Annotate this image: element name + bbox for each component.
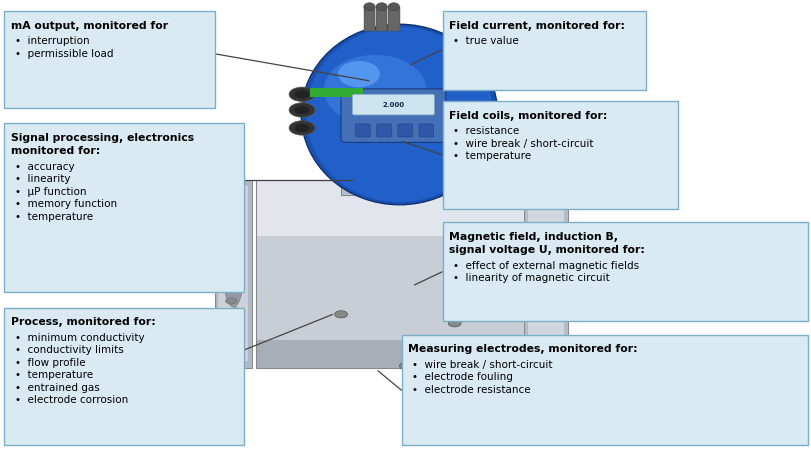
Circle shape [289, 103, 315, 117]
Circle shape [399, 362, 412, 370]
Text: •  electrode corrosion: • electrode corrosion [15, 395, 127, 405]
Text: •  wire break / short-circuit: • wire break / short-circuit [412, 360, 552, 370]
Text: Field current, monitored for:: Field current, monitored for: [448, 21, 624, 31]
Text: Magnetic field, induction B,: Magnetic field, induction B, [448, 232, 617, 242]
Ellipse shape [301, 24, 497, 205]
Circle shape [230, 233, 241, 240]
Text: Signal processing, electronics: Signal processing, electronics [11, 133, 194, 143]
Bar [401, 335, 807, 445]
Circle shape [294, 106, 309, 114]
Bar [523, 173, 568, 379]
Text: •  flow profile: • flow profile [15, 357, 85, 368]
Ellipse shape [388, 3, 399, 11]
Circle shape [540, 198, 551, 204]
Circle shape [225, 298, 237, 304]
Bar [4, 308, 243, 445]
Circle shape [542, 234, 553, 240]
Text: •  effect of external magnetic fields: • effect of external magnetic fields [453, 261, 638, 271]
Text: •  minimum conductivity: • minimum conductivity [15, 333, 144, 343]
Ellipse shape [363, 3, 375, 11]
Text: •  μP function: • μP function [15, 187, 86, 197]
Text: •  temperature: • temperature [453, 151, 530, 161]
FancyBboxPatch shape [418, 124, 433, 137]
Bar [375, 7, 387, 31]
Text: •  linearity: • linearity [15, 175, 70, 185]
Text: Process, monitored for:: Process, monitored for: [11, 317, 155, 327]
Text: •  true value: • true value [453, 36, 518, 46]
Circle shape [294, 124, 309, 132]
Text: •  accuracy: • accuracy [15, 162, 74, 172]
Text: signal voltage U, monitored for:: signal voltage U, monitored for: [448, 245, 644, 255]
Text: •  memory function: • memory function [15, 199, 117, 210]
Text: monitored for:: monitored for: [11, 146, 100, 156]
Text: mA output, monitored for: mA output, monitored for [11, 21, 168, 31]
Ellipse shape [532, 240, 559, 313]
Ellipse shape [324, 55, 426, 125]
Bar [218, 186, 248, 361]
Circle shape [228, 200, 239, 206]
Bar [442, 101, 677, 209]
Ellipse shape [306, 27, 492, 202]
Circle shape [539, 202, 550, 208]
Circle shape [334, 311, 347, 318]
Circle shape [228, 342, 239, 348]
Text: Field coils, monitored for:: Field coils, monitored for: [448, 110, 607, 120]
FancyBboxPatch shape [355, 124, 370, 137]
Circle shape [538, 244, 549, 251]
Text: •  electrode fouling: • electrode fouling [412, 372, 513, 382]
Bar [255, 340, 551, 368]
Text: •  entrained gas: • entrained gas [15, 383, 99, 392]
Circle shape [539, 344, 550, 350]
FancyBboxPatch shape [341, 89, 445, 142]
Circle shape [289, 87, 315, 101]
Circle shape [294, 90, 309, 98]
Bar [442, 222, 807, 321]
Bar [255, 180, 551, 368]
Bar [388, 7, 399, 31]
Text: •  interruption: • interruption [15, 36, 89, 46]
Text: •  permissible load: • permissible load [15, 49, 113, 59]
Text: •  temperature: • temperature [15, 212, 92, 222]
Circle shape [226, 338, 238, 344]
Circle shape [542, 313, 553, 319]
Circle shape [540, 348, 551, 354]
Circle shape [226, 204, 238, 210]
Bar [4, 11, 215, 108]
Bar [363, 7, 375, 31]
Circle shape [448, 320, 461, 327]
Text: •  temperature: • temperature [15, 370, 92, 380]
Bar [255, 180, 551, 236]
FancyBboxPatch shape [376, 124, 391, 137]
Bar [310, 88, 363, 97]
Circle shape [538, 302, 549, 308]
Bar [255, 236, 551, 340]
Text: •  electrode resistance: • electrode resistance [412, 384, 530, 395]
Text: Measuring electrodes, monitored for:: Measuring electrodes, monitored for: [408, 344, 637, 354]
Text: •  conductivity limits: • conductivity limits [15, 345, 123, 355]
Circle shape [289, 121, 315, 135]
Circle shape [230, 308, 241, 314]
Bar [341, 150, 466, 195]
Circle shape [225, 244, 237, 250]
Text: •  linearity of magnetic circuit: • linearity of magnetic circuit [453, 273, 609, 283]
Text: •  resistance: • resistance [453, 126, 519, 136]
Bar [4, 123, 243, 292]
Bar [215, 180, 251, 368]
Ellipse shape [337, 61, 380, 87]
FancyBboxPatch shape [352, 94, 434, 115]
Text: 2.000: 2.000 [382, 101, 405, 108]
Ellipse shape [223, 241, 243, 307]
Ellipse shape [375, 3, 387, 11]
FancyBboxPatch shape [397, 124, 412, 137]
Text: •  wire break / short-circuit: • wire break / short-circuit [453, 139, 593, 149]
Bar [527, 182, 564, 370]
Bar [442, 11, 645, 90]
